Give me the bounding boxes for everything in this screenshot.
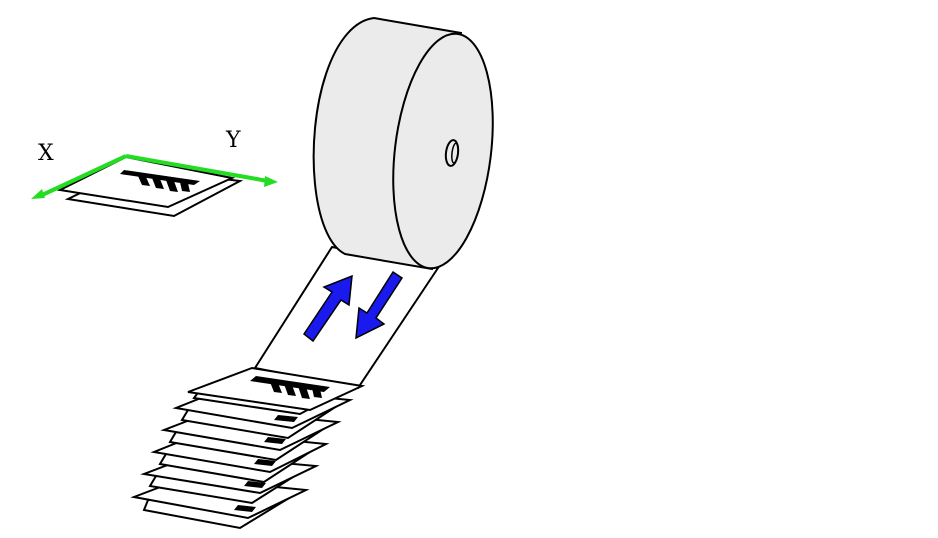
roll-core-hole-inner	[451, 142, 459, 164]
tape-roll	[312, 16, 494, 271]
x-axis-label: X	[38, 141, 54, 166]
sheet-stack	[130, 366, 366, 530]
roll-end-face	[392, 32, 494, 270]
y-axis-label: Y	[225, 128, 241, 153]
top-sheet-pattern	[250, 376, 330, 399]
tape-strip	[253, 245, 440, 390]
feed-direction-arrows	[302, 270, 404, 343]
y-axis-line	[125, 154, 269, 183]
axis-sheet-pattern	[120, 170, 200, 192]
axis-sheet-group: X Y	[31, 128, 278, 218]
arrow-up-icon	[302, 274, 353, 343]
x-axis-arrowhead	[31, 189, 45, 199]
x-axis-line	[39, 154, 127, 198]
y-axis-arrowhead	[264, 176, 278, 187]
arrow-down-icon	[355, 270, 404, 340]
stack-sheet-top	[187, 366, 366, 416]
